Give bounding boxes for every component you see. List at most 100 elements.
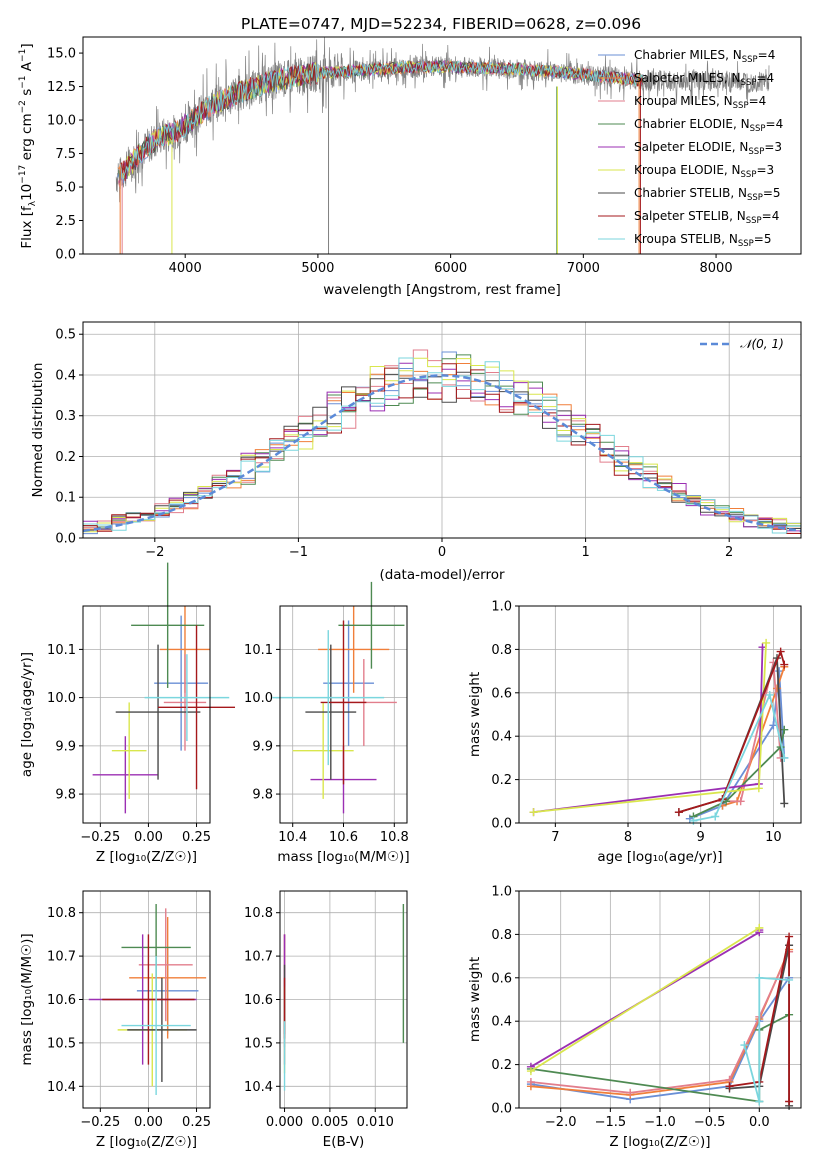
y-tick-label: 10.5 bbox=[47, 1036, 76, 1051]
x-tick-label: −0.5 bbox=[694, 1115, 726, 1130]
y-tick-label: 2.5 bbox=[55, 214, 76, 229]
weight-point-marker bbox=[762, 638, 771, 647]
spectrum-xlabel: wavelength [Angstrom, rest frame] bbox=[323, 282, 561, 298]
y-tick-label: 0.2 bbox=[55, 450, 76, 465]
y-tick-label: 10.5 bbox=[244, 1036, 273, 1051]
y-tick-label: 10.4 bbox=[244, 1080, 273, 1095]
y-tick-label: 10.0 bbox=[244, 691, 273, 706]
y-tick-label: 10.8 bbox=[47, 906, 76, 921]
x-axis-label: Z [log₁₀(Z/Z☉)] bbox=[609, 1134, 710, 1150]
legend-entry: Salpeter ELODIE, NSSP=3 bbox=[634, 140, 782, 157]
y-tick-label: 10.6 bbox=[244, 993, 273, 1008]
model-spectrum bbox=[119, 60, 643, 182]
legend-entry: Salpeter STELIB, NSSP=4 bbox=[634, 209, 779, 226]
legend-entry: Chabrier ELODIE, NSSP=4 bbox=[634, 117, 783, 134]
x-axis-label: age [log₁₀(age/yr)] bbox=[597, 849, 722, 865]
weight-point-marker bbox=[780, 753, 789, 762]
x-tick-label: −1.5 bbox=[595, 1115, 627, 1130]
x-tick-label: 7 bbox=[551, 830, 559, 845]
y-tick-label: 1.0 bbox=[491, 885, 512, 900]
x-axis-label: mass [log₁₀(M/M☉)] bbox=[277, 849, 409, 865]
y-tick-label: 9.9 bbox=[252, 739, 273, 754]
axes-frame bbox=[518, 605, 802, 824]
x-tick-label: −2.0 bbox=[545, 1115, 577, 1130]
weight-point-marker bbox=[775, 667, 784, 676]
weight-series-line bbox=[722, 662, 782, 803]
legend-entry: Chabrier STELIB, NSSP=5 bbox=[634, 186, 781, 203]
y-tick-label: 9.9 bbox=[55, 739, 76, 754]
y-tick-label: 0.0 bbox=[491, 817, 512, 832]
weight-series-line bbox=[743, 976, 790, 1102]
weight-point-marker bbox=[755, 923, 764, 932]
axes-frame bbox=[279, 605, 408, 824]
y-tick-label: 9.8 bbox=[55, 788, 76, 803]
x-axis-label: Z [log₁₀(Z/Z☉)] bbox=[96, 1134, 197, 1150]
y-tick-label: 0.0 bbox=[491, 1102, 512, 1117]
x-tick-label: 7000 bbox=[567, 261, 600, 276]
x-tick-label: 10 bbox=[765, 830, 782, 845]
x-tick-label: −0.25 bbox=[80, 1115, 120, 1130]
y-tick-label: 1.0 bbox=[491, 600, 512, 615]
mass-vs-Z-panel: −0.25 0.00 0.25 10.4 10.5 10.6 10.7 10.8 Z [log₁… bbox=[19, 890, 211, 1150]
x-tick-label: 0.0 bbox=[749, 1115, 770, 1130]
normal-curve bbox=[82, 374, 802, 533]
x-tick-label: −1 bbox=[289, 545, 308, 560]
x-tick-label: 0.25 bbox=[182, 830, 211, 845]
weight-point-marker bbox=[736, 797, 745, 806]
y-tick-label: 10.7 bbox=[47, 950, 76, 965]
weight-point-marker bbox=[526, 1077, 535, 1086]
y-axis-label: age [log₁₀(age/yr)] bbox=[19, 652, 35, 777]
y-tick-label: 0.8 bbox=[491, 643, 512, 658]
y-tick-label: 0.2 bbox=[491, 773, 512, 788]
y-tick-label: 0.8 bbox=[491, 928, 512, 943]
x-tick-label: 8000 bbox=[700, 261, 733, 276]
x-tick-label: 1 bbox=[581, 545, 589, 560]
y-tick-label: 9.8 bbox=[252, 788, 273, 803]
y-tick-label: 0.0 bbox=[55, 248, 76, 263]
y-tick-label: 0.5 bbox=[55, 328, 76, 343]
x-tick-label: 2 bbox=[725, 545, 733, 560]
weight-point-marker bbox=[725, 1082, 734, 1091]
residual-panel: −2 −1 0 1 2 0.0 0.1 0.2 0.3 0.4 0.5 (data-model)/e… bbox=[30, 321, 802, 583]
x-axis-label: Z [log₁₀(Z/Z☉)] bbox=[96, 849, 197, 865]
legend-entry: Chabrier MILES, NSSP=4 bbox=[634, 48, 775, 65]
y-tick-label: 10.0 bbox=[47, 691, 76, 706]
weight-point-marker bbox=[765, 690, 774, 699]
x-tick-label: −1.0 bbox=[644, 1115, 676, 1130]
normal-legend-label: 𝒩(0, 1) bbox=[740, 337, 784, 351]
legend-entry: Kroupa STELIB, NSSP=5 bbox=[634, 232, 772, 249]
weight-series-line bbox=[678, 648, 786, 813]
y-tick-label: 0.3 bbox=[55, 409, 76, 424]
weight-point-marker bbox=[711, 812, 720, 821]
y-tick-label: 0.4 bbox=[55, 368, 76, 383]
axes-frame bbox=[82, 605, 211, 824]
weight-point-marker bbox=[626, 1088, 635, 1097]
y-tick-label: 0.1 bbox=[55, 491, 76, 506]
y-axis-label: mass weight bbox=[467, 672, 483, 757]
x-tick-label: 0.00 bbox=[134, 830, 163, 845]
weight-series-line bbox=[722, 666, 786, 807]
spectrum-panel: 4000 5000 6000 7000 8000 0.0 2.5 5.0 7.5 10.0 12.5… bbox=[18, 36, 802, 298]
model-spectrum bbox=[120, 60, 643, 182]
weight-vs-Z-panel: −2.0 −1.5 −1.0 −0.5 0.0 0.0 0.2 0.4 0.6 0.8 1.0 Z [… bbox=[467, 885, 802, 1150]
legend-entry: Kroupa MILES, NSSP=4 bbox=[634, 94, 766, 111]
x-tick-label: 9 bbox=[697, 830, 705, 845]
weight-point-marker bbox=[529, 808, 538, 817]
weight-point-marker bbox=[755, 1097, 764, 1106]
weight-point-marker bbox=[785, 975, 794, 984]
y-tick-label: 10.8 bbox=[244, 906, 273, 921]
y-tick-label: 0.6 bbox=[491, 686, 512, 701]
x-axis-label: E(B-V) bbox=[323, 1134, 365, 1150]
weight-point-marker bbox=[755, 973, 764, 982]
y-tick-label: 10.1 bbox=[47, 643, 76, 658]
y-axis-label: mass [log₁₀(M/M☉)] bbox=[19, 933, 35, 1065]
x-tick-label: 10.6 bbox=[329, 830, 358, 845]
x-tick-label: 4000 bbox=[169, 261, 202, 276]
weight-series-line bbox=[729, 936, 790, 1102]
x-tick-label: 0.010 bbox=[357, 1115, 394, 1130]
y-tick-label: 10.4 bbox=[47, 1080, 76, 1095]
weight-point-marker bbox=[785, 1097, 794, 1106]
residual-ylabel: Normed distribution bbox=[30, 363, 46, 498]
weight-point-marker bbox=[780, 799, 789, 808]
